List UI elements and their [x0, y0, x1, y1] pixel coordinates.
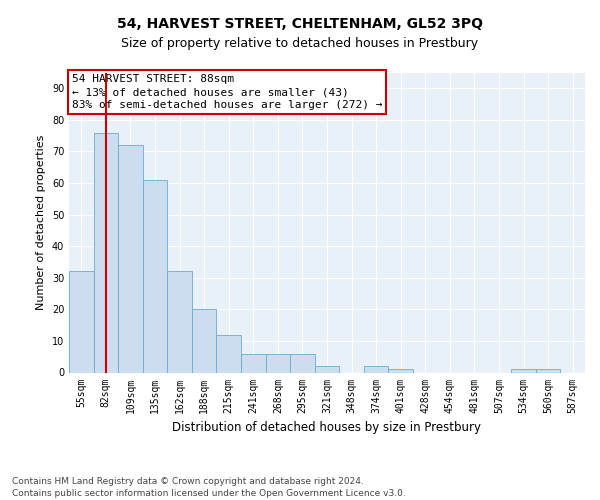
X-axis label: Distribution of detached houses by size in Prestbury: Distribution of detached houses by size …	[173, 421, 482, 434]
Bar	[388, 370, 413, 372]
Bar	[266, 354, 290, 372]
Y-axis label: Number of detached properties: Number of detached properties	[36, 135, 46, 310]
Text: Size of property relative to detached houses in Prestbury: Size of property relative to detached ho…	[121, 38, 479, 51]
Text: Contains HM Land Registry data © Crown copyright and database right 2024.
Contai: Contains HM Land Registry data © Crown c…	[12, 476, 406, 498]
Bar	[192, 310, 217, 372]
Text: 54, HARVEST STREET, CHELTENHAM, GL52 3PQ: 54, HARVEST STREET, CHELTENHAM, GL52 3PQ	[117, 18, 483, 32]
Bar	[217, 334, 241, 372]
Bar	[364, 366, 388, 372]
Bar	[290, 354, 315, 372]
Bar	[143, 180, 167, 372]
Bar	[69, 272, 94, 372]
Bar	[536, 370, 560, 372]
Bar	[118, 145, 143, 372]
Bar	[167, 272, 192, 372]
Text: 54 HARVEST STREET: 88sqm
← 13% of detached houses are smaller (43)
83% of semi-d: 54 HARVEST STREET: 88sqm ← 13% of detach…	[71, 74, 382, 110]
Bar	[94, 132, 118, 372]
Bar	[511, 370, 536, 372]
Bar	[241, 354, 266, 372]
Bar	[315, 366, 339, 372]
